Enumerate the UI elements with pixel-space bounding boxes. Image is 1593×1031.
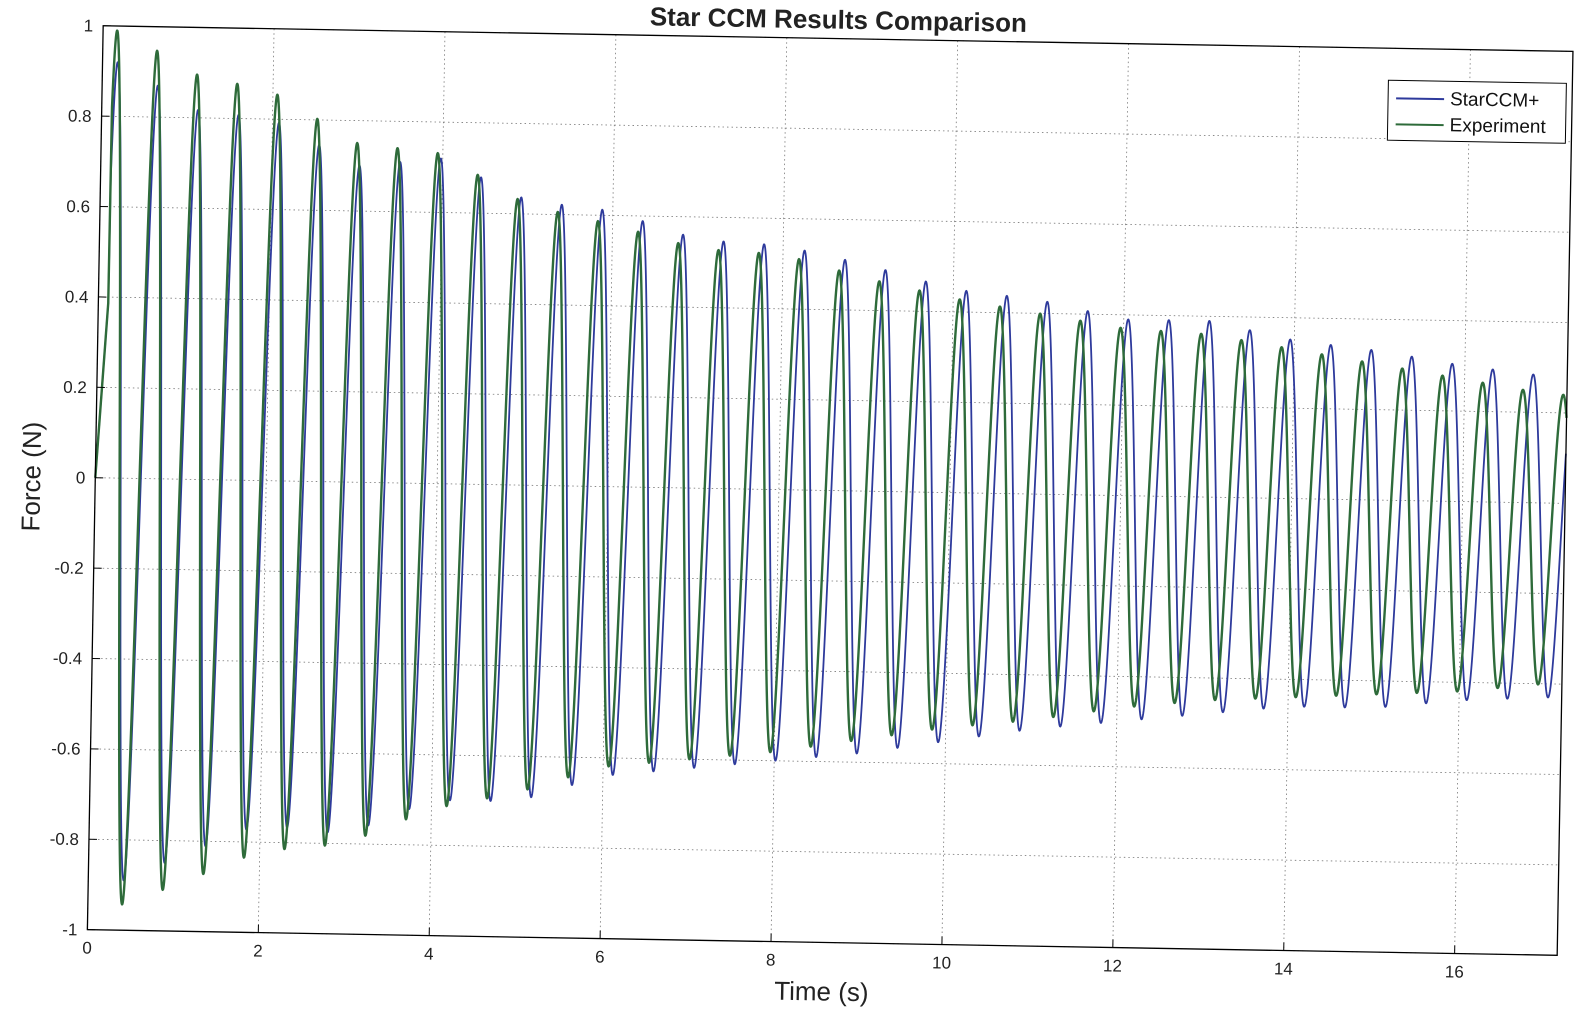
y-tick-label: 0.4 <box>65 287 89 306</box>
y-grid-line <box>93 567 1564 595</box>
x-tick-label: 16 <box>1445 962 1464 981</box>
y-tick-label: 0.2 <box>63 378 87 397</box>
y-grid-line <box>96 386 1567 414</box>
x-tick-label: 10 <box>932 953 951 972</box>
y-grid-line <box>88 838 1559 866</box>
series-line-experiment <box>94 29 1568 906</box>
y-grid-line <box>101 115 1572 143</box>
y-grid-line <box>92 658 1562 685</box>
y-tick-label: -0.2 <box>54 558 84 578</box>
legend-entry-starccm: StarCCM+ <box>1450 89 1540 112</box>
x-tick-label: 12 <box>1103 956 1122 975</box>
y-tick-label: 1 <box>84 16 94 35</box>
x-tick-label: 14 <box>1274 959 1293 978</box>
y-axis-label: Force (N) <box>15 421 47 531</box>
legend-swatch-starccm <box>1396 97 1445 101</box>
y-tick-label: 0 <box>76 468 86 487</box>
chart-title: Star CCM Results Comparison <box>650 1 1028 38</box>
y-grid-line <box>98 296 1569 323</box>
series-lines <box>94 29 1568 906</box>
y-tick-label: -0.6 <box>51 739 81 759</box>
y-grid-line <box>95 477 1566 504</box>
x-tick-label: 4 <box>424 945 434 964</box>
y-tick-label: -0.4 <box>53 649 83 669</box>
axis-ticks: 0 2 4 6 8 10 12 14 16 -1 -0.8 -0.6 -0.4 -0.2 0 0.2 0.4 0.… <box>50 16 1464 981</box>
x-tick-label: 0 <box>82 939 92 958</box>
legend: StarCCM+ Experiment <box>1386 79 1567 144</box>
x-tick-label: 6 <box>595 947 605 966</box>
y-tick-label: 0.8 <box>68 107 92 126</box>
y-grid-line <box>90 748 1561 775</box>
x-tick-label: 8 <box>766 950 776 969</box>
y-tick-label: -1 <box>62 920 77 939</box>
series-line-starccm <box>94 61 1567 882</box>
legend-entry-experiment: Experiment <box>1449 115 1546 138</box>
y-tick-label: -0.8 <box>50 830 80 850</box>
plot-group: 0 2 4 6 8 10 12 14 16 -1 -0.8 -0.6 -0.4 -0.2 0 0.2 0.4 0.… <box>15 1 1574 1008</box>
legend-swatch-experiment <box>1395 123 1444 127</box>
y-tick-label: 0.6 <box>66 197 90 216</box>
y-grid-line <box>100 206 1570 233</box>
x-axis-label: Time (s) <box>774 976 869 1008</box>
legend-box <box>1386 79 1567 144</box>
x-tick-label: 2 <box>253 942 263 961</box>
